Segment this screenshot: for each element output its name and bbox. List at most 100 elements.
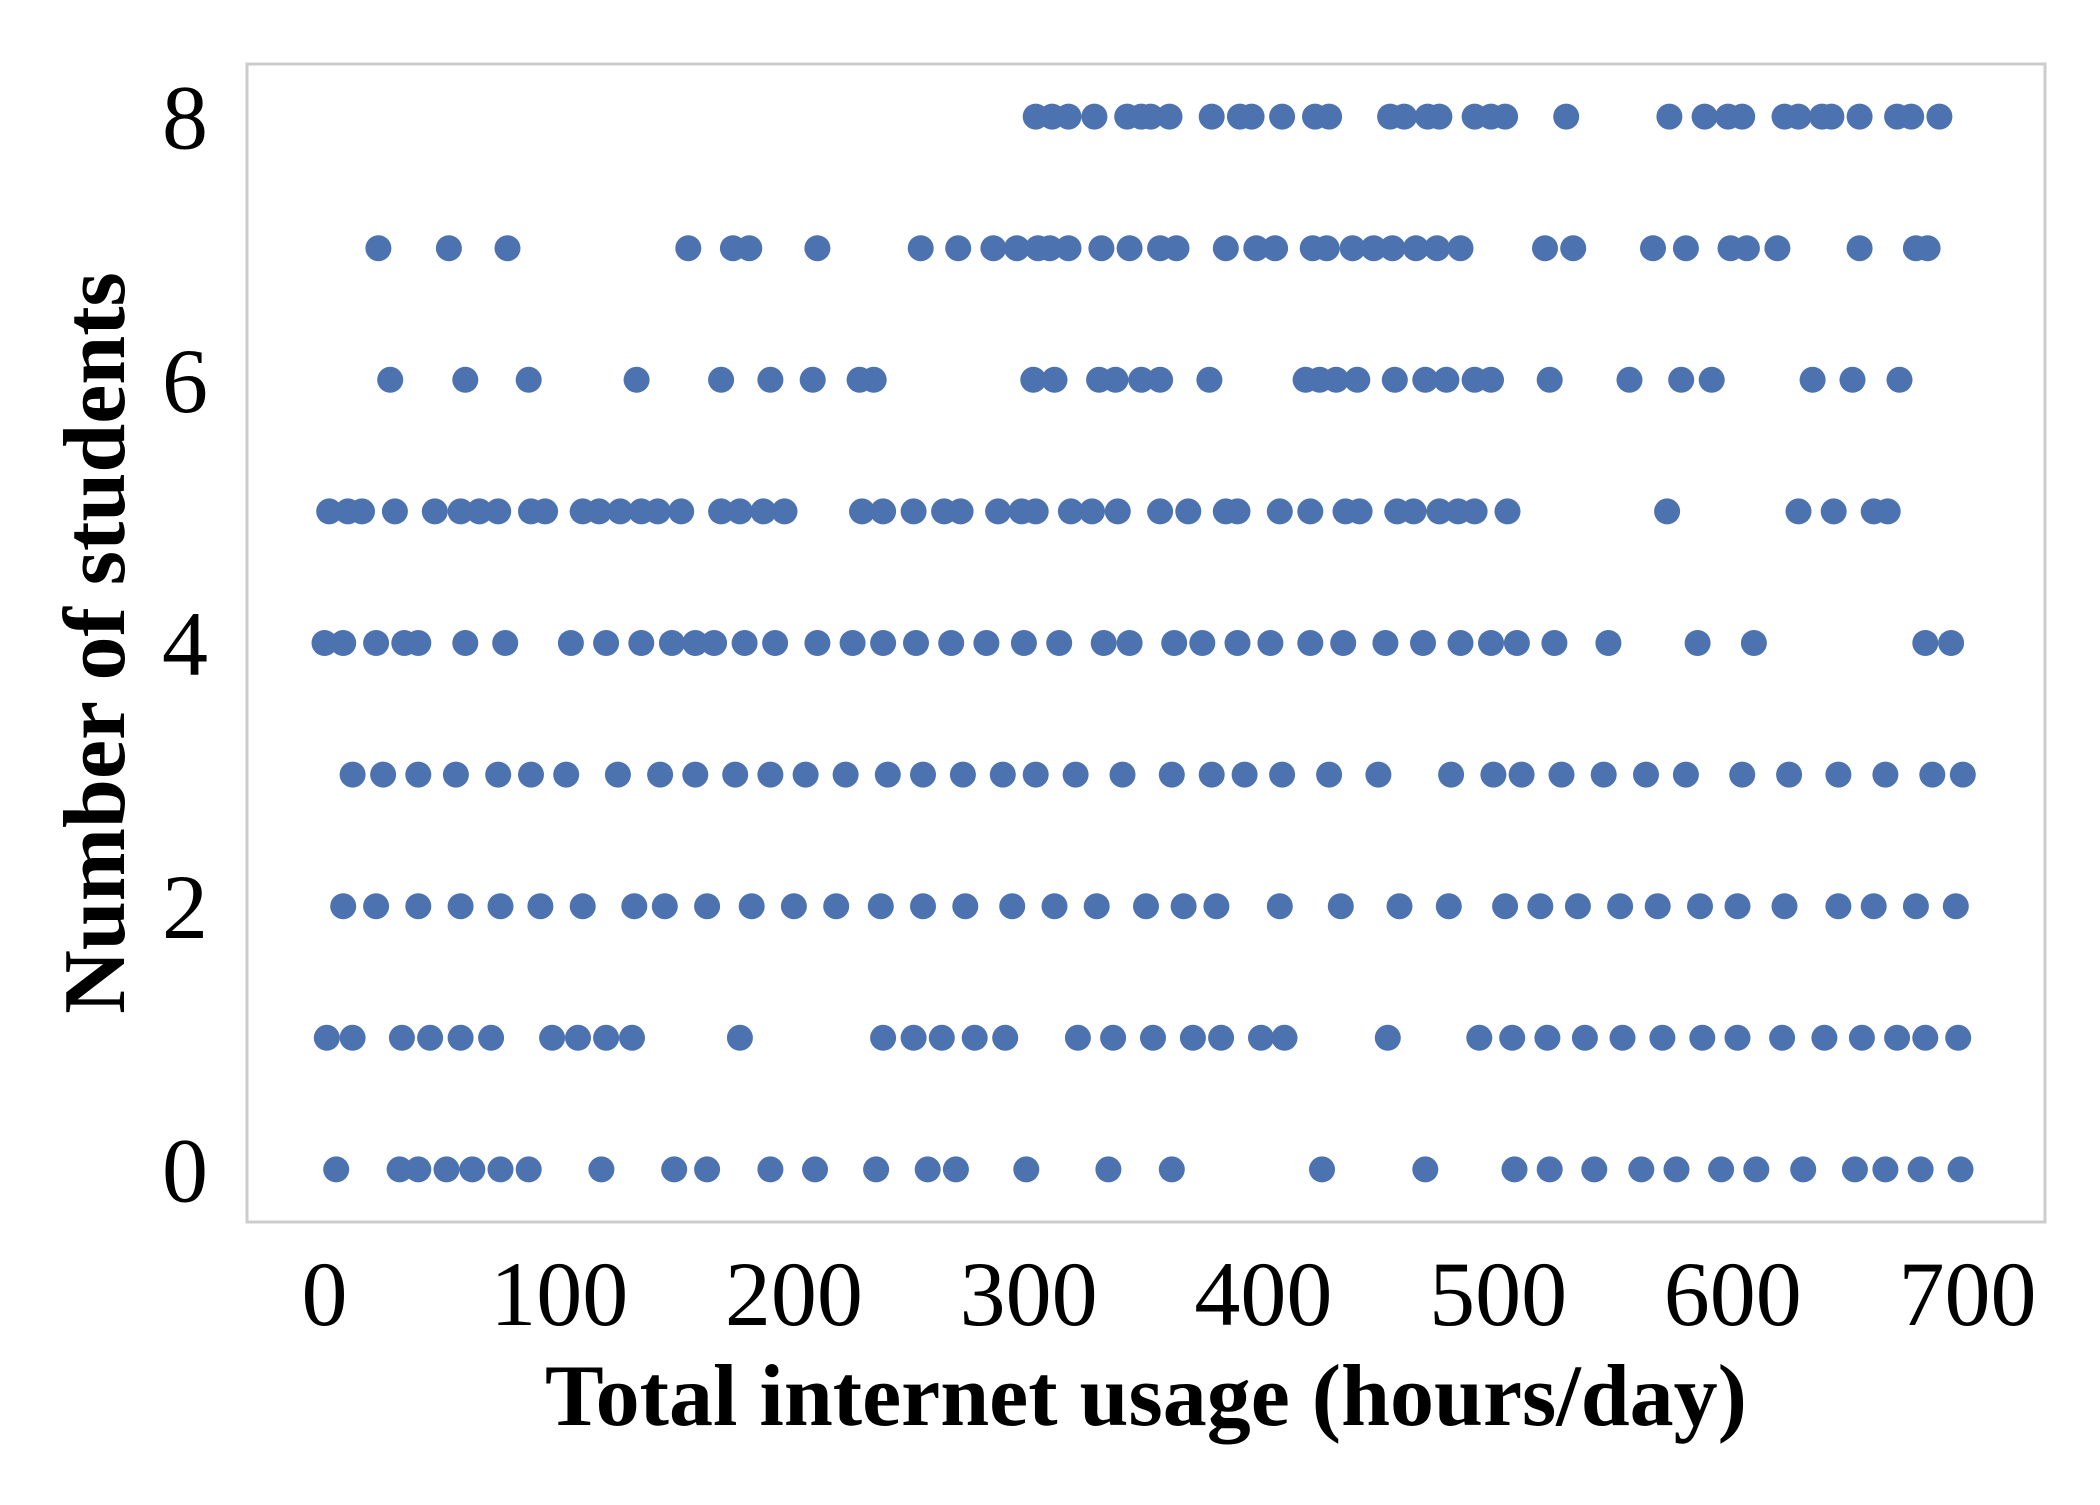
data-point xyxy=(928,1024,955,1051)
data-point xyxy=(644,498,671,525)
data-point xyxy=(1740,630,1767,656)
data-point xyxy=(1848,1024,1875,1051)
data-point xyxy=(1266,893,1293,920)
data-point xyxy=(1212,235,1239,262)
data-point xyxy=(586,498,613,525)
data-point xyxy=(961,1024,988,1051)
data-point xyxy=(1158,1156,1185,1183)
x-tick-label: 400 xyxy=(1194,1243,1332,1345)
data-point xyxy=(1381,366,1408,393)
data-point xyxy=(1743,1156,1770,1183)
data-point xyxy=(1057,498,1084,525)
data-point xyxy=(1064,1024,1091,1051)
data-point xyxy=(1527,893,1554,920)
data-point xyxy=(832,761,859,788)
data-point xyxy=(370,761,397,788)
data-point xyxy=(1175,498,1202,525)
data-point xyxy=(1839,366,1866,393)
data-point xyxy=(339,1024,366,1051)
data-point xyxy=(363,893,390,920)
data-point xyxy=(1147,498,1174,525)
data-point xyxy=(945,235,972,262)
data-point xyxy=(1938,630,1965,656)
data-point xyxy=(1884,1024,1911,1051)
data-point xyxy=(849,498,875,525)
data-point xyxy=(1825,761,1852,788)
data-point xyxy=(330,630,357,656)
data-point xyxy=(1644,893,1671,920)
data-point xyxy=(1147,366,1174,393)
data-point xyxy=(1400,498,1427,525)
x-tick-label: 600 xyxy=(1664,1243,1802,1345)
data-point xyxy=(1102,366,1129,393)
data-point xyxy=(1633,761,1659,788)
data-point xyxy=(750,498,777,525)
data-point xyxy=(1140,1024,1166,1051)
data-point xyxy=(1607,893,1634,920)
data-point xyxy=(447,1024,474,1051)
data-point xyxy=(980,235,1007,262)
data-point xyxy=(1327,893,1354,920)
data-point xyxy=(1649,1024,1676,1051)
data-point xyxy=(1536,1156,1563,1183)
data-point xyxy=(1590,761,1617,788)
data-point xyxy=(1297,630,1324,656)
y-tick-label: 8 xyxy=(162,67,208,169)
data-point xyxy=(1365,761,1392,788)
data-point xyxy=(1785,103,1812,130)
data-point xyxy=(388,1024,415,1051)
data-point xyxy=(992,1024,1019,1051)
data-point xyxy=(722,761,749,788)
data-point xyxy=(621,893,648,920)
data-point xyxy=(1412,1156,1439,1183)
data-point xyxy=(1412,366,1439,393)
data-point xyxy=(1811,1024,1838,1051)
data-point xyxy=(1158,761,1185,788)
data-point xyxy=(421,498,448,525)
data-point xyxy=(1297,498,1324,525)
data-point xyxy=(494,235,521,262)
data-point xyxy=(1055,235,1082,262)
data-point xyxy=(459,1156,486,1183)
data-point xyxy=(604,761,631,788)
data-point xyxy=(1912,630,1939,656)
data-point xyxy=(1046,630,1073,656)
data-point xyxy=(900,1024,927,1051)
data-point xyxy=(1379,235,1406,262)
data-point xyxy=(1041,893,1068,920)
data-point xyxy=(1560,235,1587,262)
data-point xyxy=(1912,1024,1939,1051)
x-tick-label: 0 xyxy=(302,1243,348,1345)
data-point xyxy=(1088,235,1115,262)
data-point xyxy=(1189,630,1216,656)
data-point xyxy=(1818,103,1845,130)
data-point xyxy=(1684,630,1711,656)
data-point xyxy=(1724,893,1751,920)
x-axis-title: Total internet usage (hours/day) xyxy=(545,1348,1747,1445)
data-point xyxy=(985,498,1012,525)
data-point xyxy=(907,235,934,262)
data-point xyxy=(682,630,709,656)
data-point xyxy=(386,1156,413,1183)
data-point xyxy=(1133,893,1159,920)
data-point xyxy=(539,1024,566,1051)
data-point xyxy=(1501,1156,1528,1183)
data-point xyxy=(1386,893,1413,920)
data-point xyxy=(1942,893,1969,920)
data-point xyxy=(947,498,974,525)
data-point xyxy=(1424,235,1451,262)
data-point xyxy=(435,235,462,262)
data-point xyxy=(942,1156,969,1183)
data-point xyxy=(1022,761,1049,788)
data-point xyxy=(792,761,819,788)
data-point xyxy=(1553,103,1580,130)
data-point xyxy=(330,893,357,920)
data-point xyxy=(839,630,866,656)
data-point xyxy=(1161,630,1188,656)
data-point xyxy=(313,1024,340,1051)
data-point xyxy=(675,235,702,262)
data-point xyxy=(1628,1156,1655,1183)
data-point xyxy=(1013,1156,1040,1183)
data-point xyxy=(405,630,432,656)
data-point xyxy=(1316,103,1343,130)
